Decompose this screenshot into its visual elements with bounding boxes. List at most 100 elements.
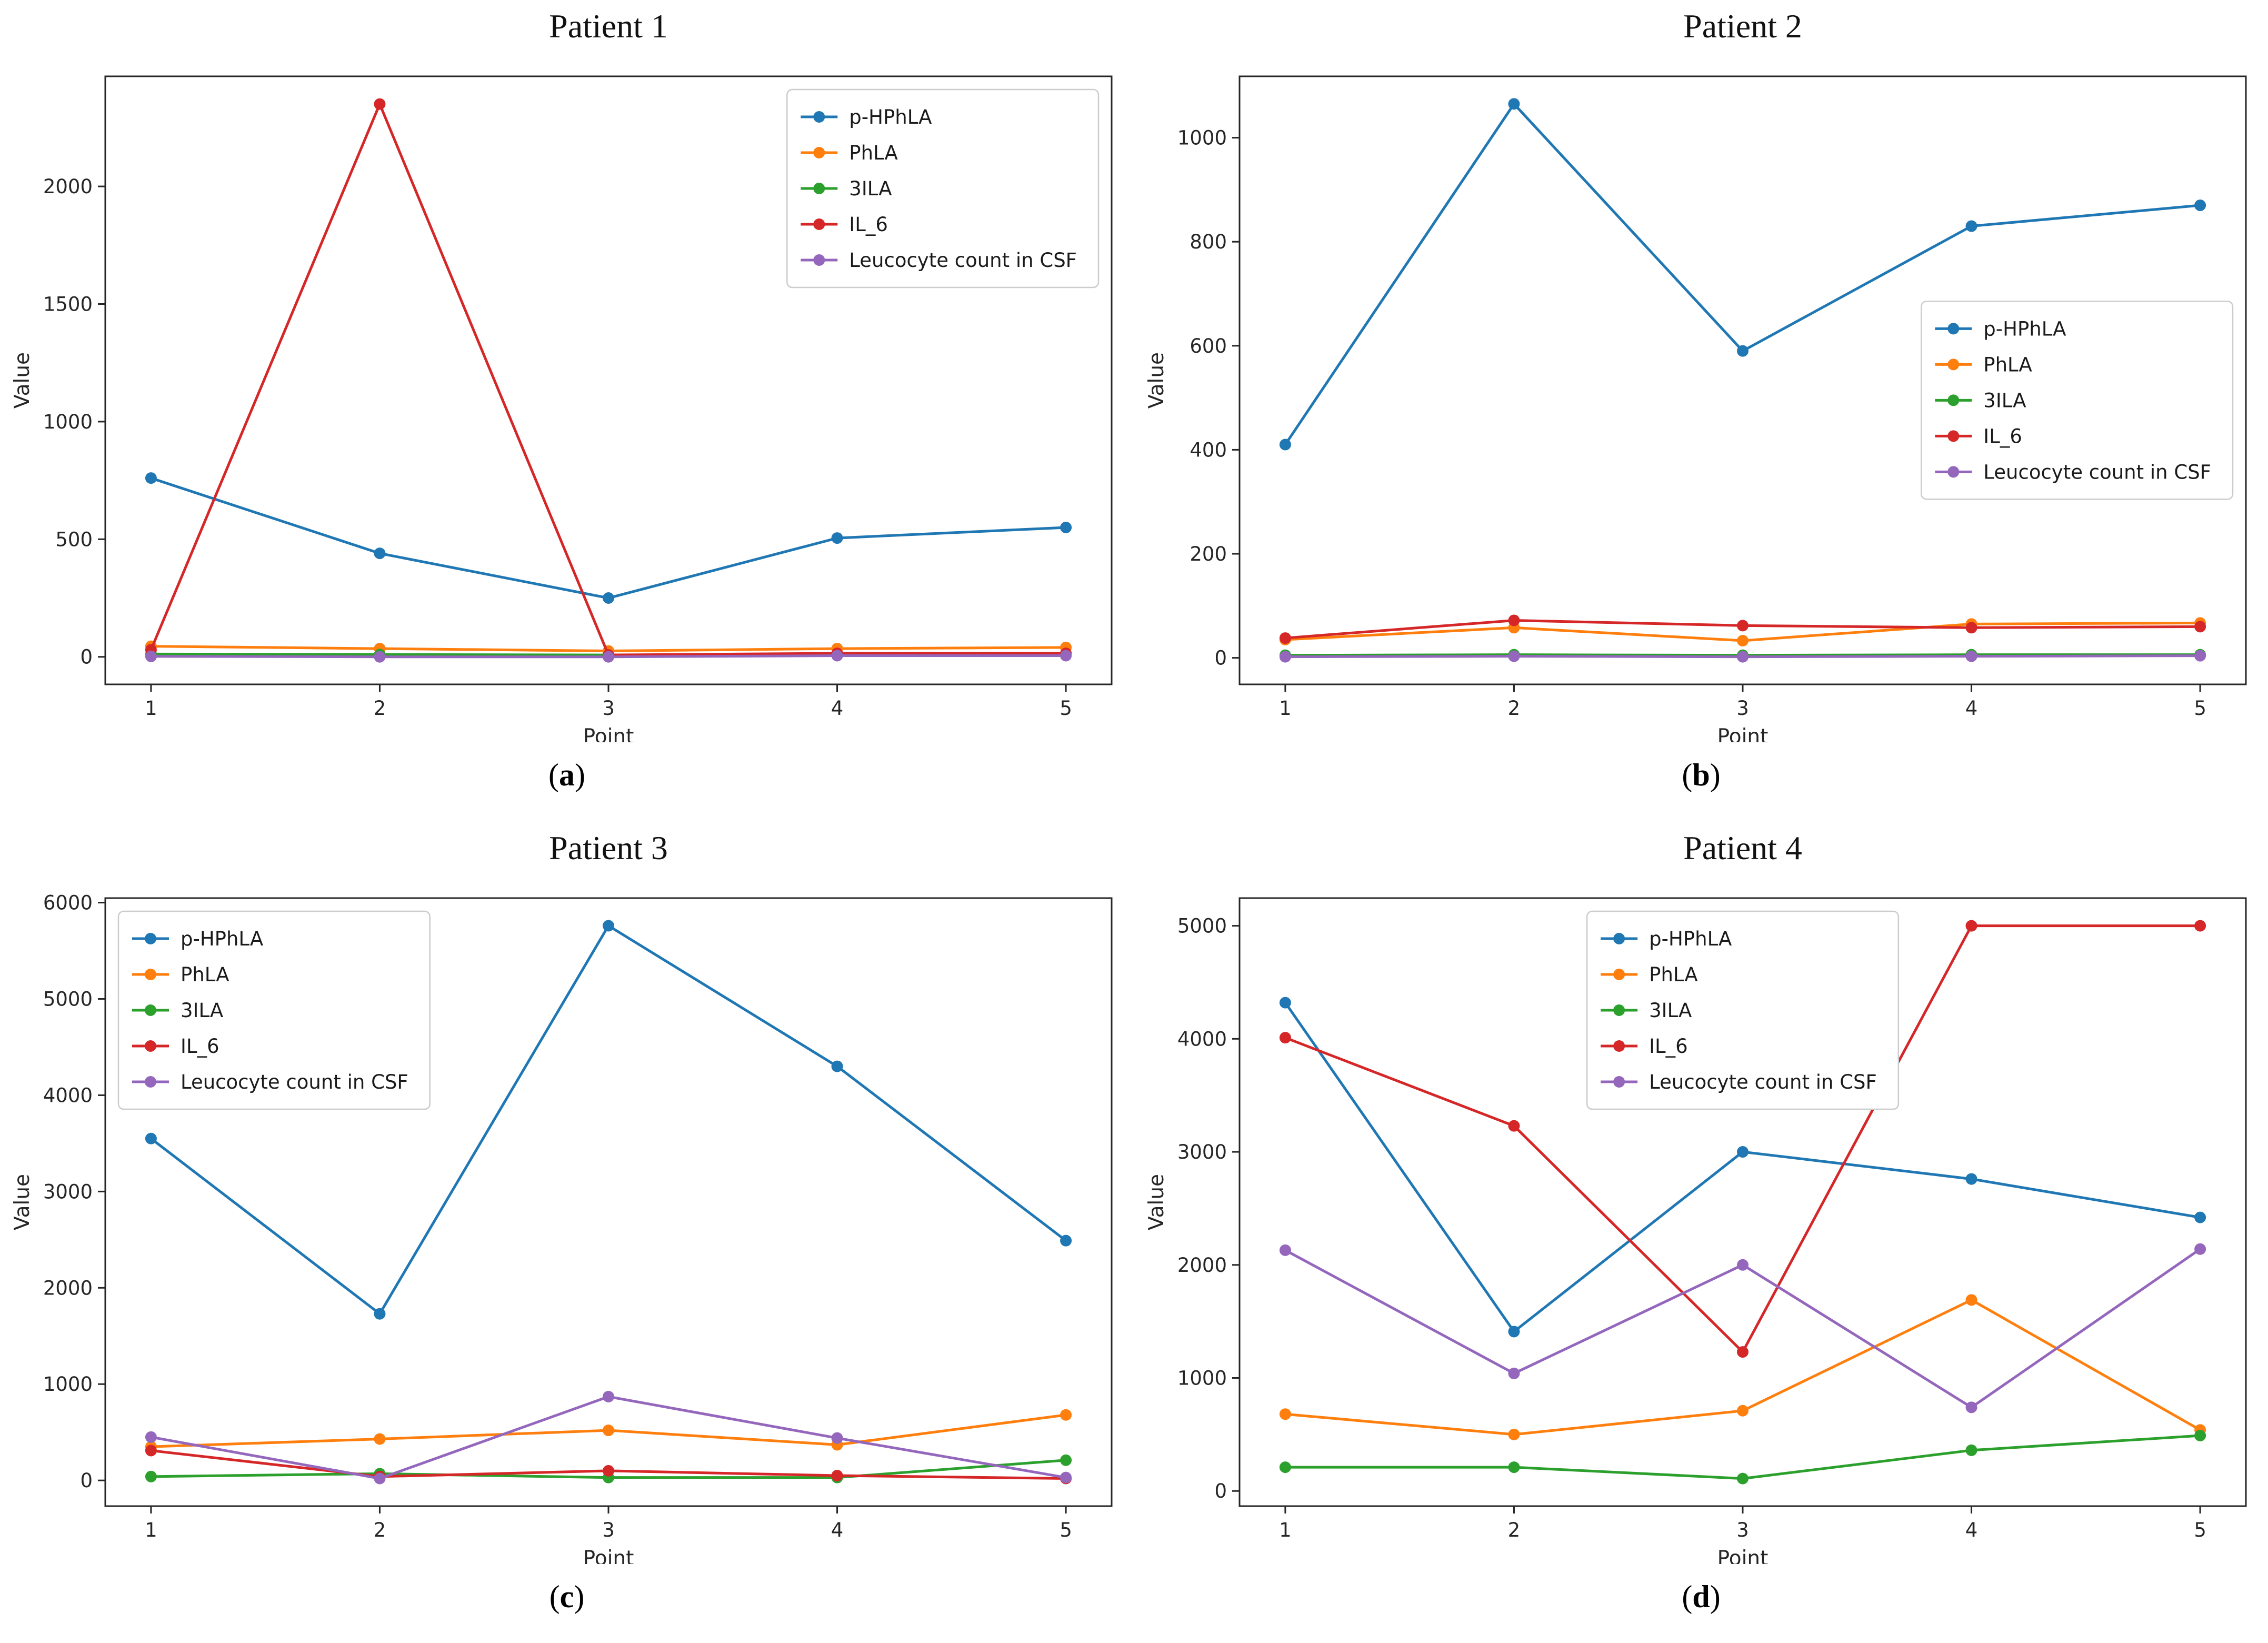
legend-label: Leucocyte count in CSF xyxy=(1983,461,2211,483)
data-point-marker xyxy=(1279,1032,1291,1044)
legend-label: PhLA xyxy=(181,963,229,986)
data-point-marker xyxy=(2194,1430,2206,1442)
x-tick-label: 4 xyxy=(1965,697,1978,720)
legend-swatch-marker xyxy=(1947,430,1960,442)
data-point-marker xyxy=(145,1445,157,1457)
series-PhLA xyxy=(1279,1294,2206,1440)
data-point-marker xyxy=(1737,1405,1749,1417)
caption-close-paren: ) xyxy=(575,758,585,792)
data-point-marker xyxy=(374,98,386,110)
y-tick-label: 4000 xyxy=(1177,1028,1227,1050)
chart-panel-d: Patient 4 0 1000 2000 3000 4000 5000 1 2 3 4 5 Poin… xyxy=(1134,822,2268,1643)
series-3ILA xyxy=(1279,1430,2206,1485)
chart-title-patient-3: Patient 3 xyxy=(549,829,668,867)
data-point-marker xyxy=(603,1425,614,1437)
data-point-marker xyxy=(603,920,614,932)
y-tick-label: 4000 xyxy=(43,1084,93,1107)
data-point-marker xyxy=(1737,651,1749,663)
caption-a: (a) xyxy=(0,742,1134,821)
legend-swatch-marker xyxy=(145,1040,156,1052)
data-point-marker xyxy=(374,1472,386,1485)
caption-close-paren: ) xyxy=(574,1579,585,1614)
data-point-marker xyxy=(831,1432,843,1444)
caption-letter: b xyxy=(1692,758,1710,792)
x-tick-label: 5 xyxy=(2194,1519,2206,1541)
y-tick-label: 2000 xyxy=(43,175,93,198)
data-point-marker xyxy=(1737,1259,1749,1271)
legend-box xyxy=(1921,301,2234,500)
legend-swatch-marker xyxy=(813,254,825,266)
caption-letter: a xyxy=(559,758,575,792)
legend-swatch-marker xyxy=(813,147,825,158)
legend-swatch-marker xyxy=(1613,1004,1625,1016)
series-p-HPhLA xyxy=(145,920,1072,1320)
caption-open-paren: ( xyxy=(1682,758,1693,792)
x-tick-label: 4 xyxy=(831,1519,844,1541)
caption-d: (d) xyxy=(1134,1564,2268,1643)
series-IL_6 xyxy=(1279,920,2206,1358)
legend: p-HPhLA PhLA 3ILA IL_6 Leucocyte count in CS… xyxy=(1586,910,1900,1110)
y-tick-label: 1500 xyxy=(43,293,93,316)
legend-box xyxy=(117,910,431,1110)
x-axis-label: Point xyxy=(1717,1547,1769,1564)
legend-swatch-marker xyxy=(813,111,825,123)
caption-open-paren: ( xyxy=(1682,1579,1693,1614)
y-tick-label: 400 xyxy=(1190,439,1227,461)
legend-label: IL_6 xyxy=(181,1035,219,1058)
caption-close-paren: ) xyxy=(1710,1579,1721,1614)
data-point-marker xyxy=(2194,650,2206,662)
legend-swatch-marker xyxy=(1613,1076,1625,1088)
y-tick-label: 200 xyxy=(1190,543,1227,565)
data-point-marker xyxy=(1737,620,1749,632)
y-tick-label: 1000 xyxy=(43,1373,93,1396)
data-point-marker xyxy=(1279,1244,1291,1256)
x-tick-label: 3 xyxy=(602,1519,615,1541)
y-axis-label: Value xyxy=(11,1174,34,1230)
legend-swatch-marker xyxy=(145,1004,156,1016)
data-point-marker xyxy=(831,1470,843,1482)
legend-swatch-marker xyxy=(1947,323,1960,335)
y-axis-label: Value xyxy=(1145,352,1168,409)
y-tick-label: 0 xyxy=(1214,1480,1227,1502)
legend-label: IL_6 xyxy=(849,213,888,236)
y-tick-label: 800 xyxy=(1190,231,1227,253)
data-point-marker xyxy=(1737,1146,1749,1158)
data-point-marker xyxy=(2194,621,2206,633)
caption-letter: d xyxy=(1692,1579,1710,1614)
caption-open-paren: ( xyxy=(548,758,559,792)
legend-swatch-marker xyxy=(1613,933,1625,944)
data-point-marker xyxy=(1060,650,1072,662)
caption-letter: c xyxy=(559,1579,574,1614)
legend-swatch-marker xyxy=(813,218,825,230)
chart-panel-b: Patient 2 0 200 400 600 800 1000 1 2 3 4 5 Point Val… xyxy=(1134,0,2268,821)
x-tick-label: 5 xyxy=(1060,697,1072,720)
data-point-marker xyxy=(1965,622,1977,634)
x-tick-label: 2 xyxy=(374,1519,386,1541)
chart-title-patient-2: Patient 2 xyxy=(1683,7,1802,45)
legend-label: 3ILA xyxy=(181,999,223,1022)
data-point-marker xyxy=(1508,650,1520,662)
series-Leucocyte count in CSF xyxy=(1279,1243,2206,1413)
patient-3-plot: 0 1000 2000 3000 4000 5000 6000 1 2 3 4 5 Point Value… xyxy=(11,892,1113,1564)
data-point-marker xyxy=(1060,1454,1072,1466)
data-point-marker xyxy=(1737,1472,1749,1485)
legend: p-HPhLA PhLA 3ILA IL_6 Leucocyte count in CS… xyxy=(117,910,431,1110)
legend-label: PhLA xyxy=(849,142,898,164)
data-point-marker xyxy=(1737,1346,1749,1358)
y-axis-label: Value xyxy=(1145,1174,1168,1230)
legend-box xyxy=(1586,910,1900,1110)
chart-title-patient-4: Patient 4 xyxy=(1683,829,1802,867)
y-tick-label: 2000 xyxy=(1177,1254,1227,1277)
data-point-marker xyxy=(145,1132,157,1144)
data-point-marker xyxy=(1737,635,1749,647)
series-p-HPhLA xyxy=(1279,997,2206,1338)
y-tick-label: 1000 xyxy=(1177,127,1227,150)
data-point-marker xyxy=(603,592,614,604)
data-point-marker xyxy=(1060,521,1072,533)
legend: p-HPhLA PhLA 3ILA IL_6 Leucocyte count in CS… xyxy=(786,88,1100,288)
data-point-marker xyxy=(603,1465,614,1477)
data-point-marker xyxy=(145,1470,157,1482)
legend-swatch-marker xyxy=(813,183,825,194)
y-tick-label: 0 xyxy=(1214,647,1227,670)
data-point-marker xyxy=(1508,614,1520,626)
